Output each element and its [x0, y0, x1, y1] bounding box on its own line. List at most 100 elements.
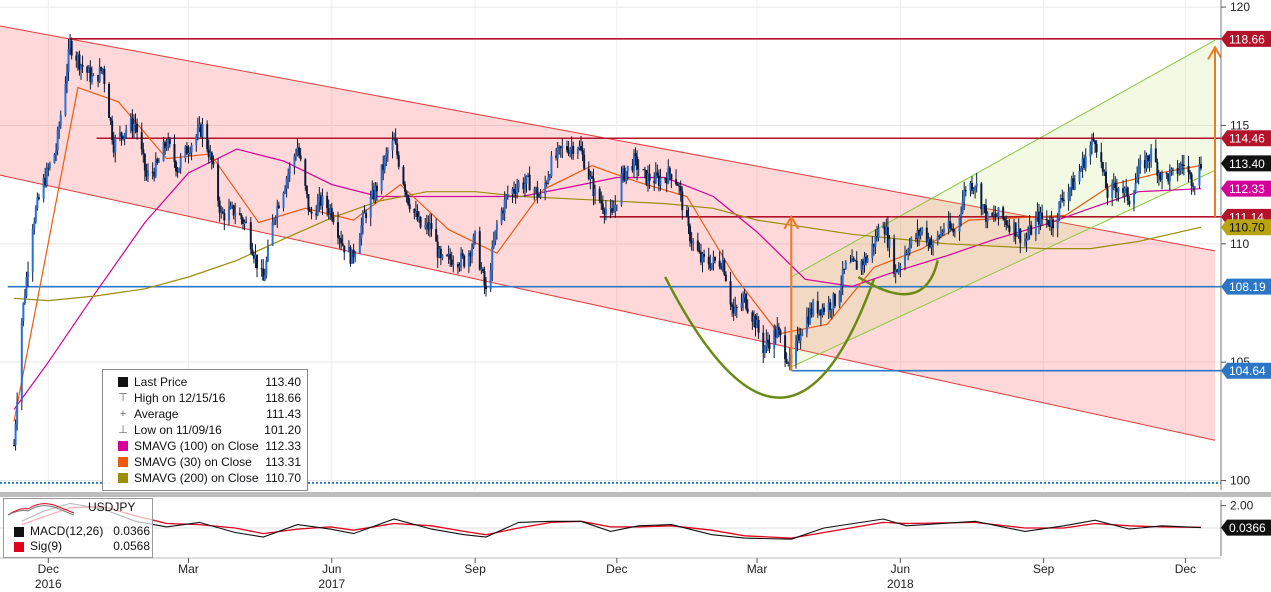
candle-body: [567, 150, 570, 154]
candle-body: [752, 315, 755, 322]
candle-body: [1048, 224, 1051, 227]
candle-body: [843, 268, 846, 270]
legend-value: 118.66: [265, 391, 301, 405]
price-tag-label: 110.70: [1229, 221, 1265, 235]
candle-body: [220, 211, 223, 213]
candle-body: [1104, 171, 1107, 189]
candle-body: [189, 152, 192, 154]
candle-body: [1028, 225, 1031, 236]
candle-body: [386, 150, 389, 154]
price-tag-box: [1221, 278, 1271, 295]
candle-body: [1095, 144, 1098, 153]
candle-body: [713, 256, 716, 261]
candle-body: [221, 211, 224, 214]
candle-body: [256, 254, 259, 269]
candle-body: [636, 156, 639, 170]
candle-body: [981, 204, 984, 210]
candle-body: [196, 127, 199, 137]
candle-body: [942, 229, 945, 233]
moving-average-line: [13, 86, 1202, 422]
candle-body: [928, 238, 931, 248]
channel-upper-line: [791, 39, 1216, 278]
candle-body: [1156, 161, 1159, 176]
signal-swatch: [14, 542, 24, 552]
candle-body: [1061, 197, 1064, 200]
legend-low: ⊥ Low on 11/09/16 101.20: [103, 422, 307, 438]
candle-body: [277, 205, 280, 209]
candle-body: [1137, 165, 1140, 177]
candle-body: [701, 253, 704, 263]
candle-body: [175, 162, 178, 172]
candle-body: [1041, 212, 1044, 219]
candle-body: [517, 182, 520, 188]
candle-body: [774, 330, 777, 338]
candle-body: [751, 312, 754, 322]
candle-body: [90, 75, 93, 83]
candle-body: [184, 146, 187, 158]
candle-body: [1126, 187, 1129, 201]
candle-body: [132, 123, 135, 131]
candle-body: [299, 155, 302, 160]
candle-body: [284, 188, 287, 193]
candle-body: [823, 307, 826, 312]
legend-value: 113.31: [265, 455, 301, 469]
candle-body: [703, 253, 706, 257]
candle-body: [1157, 172, 1160, 176]
candle-body: [514, 192, 517, 194]
candle-body: [961, 200, 964, 213]
candle-body: [67, 48, 70, 72]
price-axis-tick-label: 120: [1230, 0, 1250, 14]
candle-body: [25, 276, 28, 297]
legend-value: 112.33: [265, 439, 301, 453]
candle-body: [36, 197, 39, 209]
sma100-swatch: [118, 441, 128, 451]
candle-body: [1083, 158, 1086, 168]
candle-body: [1094, 140, 1097, 145]
candle-body: [539, 194, 542, 197]
candle-body: [162, 142, 165, 162]
candle-body: [136, 123, 139, 133]
candle-body: [1003, 218, 1006, 221]
candle-body: [146, 171, 149, 177]
candle-body: [743, 293, 746, 298]
candle-body: [59, 115, 62, 127]
candle-body: [375, 185, 378, 192]
candle-body: [576, 148, 579, 154]
candle-body: [287, 174, 290, 180]
candle-body: [910, 237, 913, 245]
candle-body: [1179, 164, 1182, 171]
candle-body: [991, 213, 994, 216]
candle-body: [614, 205, 617, 211]
candle-body: [44, 177, 47, 186]
candle-body: [467, 252, 470, 267]
candle-body: [265, 260, 268, 276]
candle-body: [932, 241, 935, 246]
candle-body: [89, 67, 92, 83]
candle-body: [972, 188, 975, 191]
candle-body: [372, 189, 375, 200]
candle-body: [801, 332, 804, 336]
macd-axis-tick-label: 2.00: [1230, 499, 1254, 513]
price-tag-label: 118.66: [1229, 32, 1265, 46]
candle-body: [456, 264, 459, 268]
month-label: Dec: [606, 562, 627, 576]
candle-body: [1139, 160, 1142, 166]
candle-body: [402, 166, 405, 185]
candle-body: [179, 157, 182, 168]
price-tag-box: [1221, 362, 1271, 379]
candle-body: [819, 309, 822, 316]
candle-body: [657, 175, 660, 186]
candle-body: [101, 68, 104, 71]
candle-body: [939, 232, 942, 237]
legend-sma100: SMAVG (100) on Close 112.33: [103, 438, 307, 454]
price-tag-label: 108.19: [1229, 280, 1266, 294]
candle-body: [1050, 219, 1053, 227]
candle-body: [500, 210, 503, 224]
candle-body: [1145, 155, 1148, 169]
candle-body: [1198, 164, 1201, 187]
month-label: Jun: [891, 562, 910, 576]
price-tag-box: [1221, 155, 1271, 172]
channel-lower-line: [0, 174, 1216, 441]
candle-body: [675, 179, 678, 185]
candle-body: [87, 67, 90, 73]
